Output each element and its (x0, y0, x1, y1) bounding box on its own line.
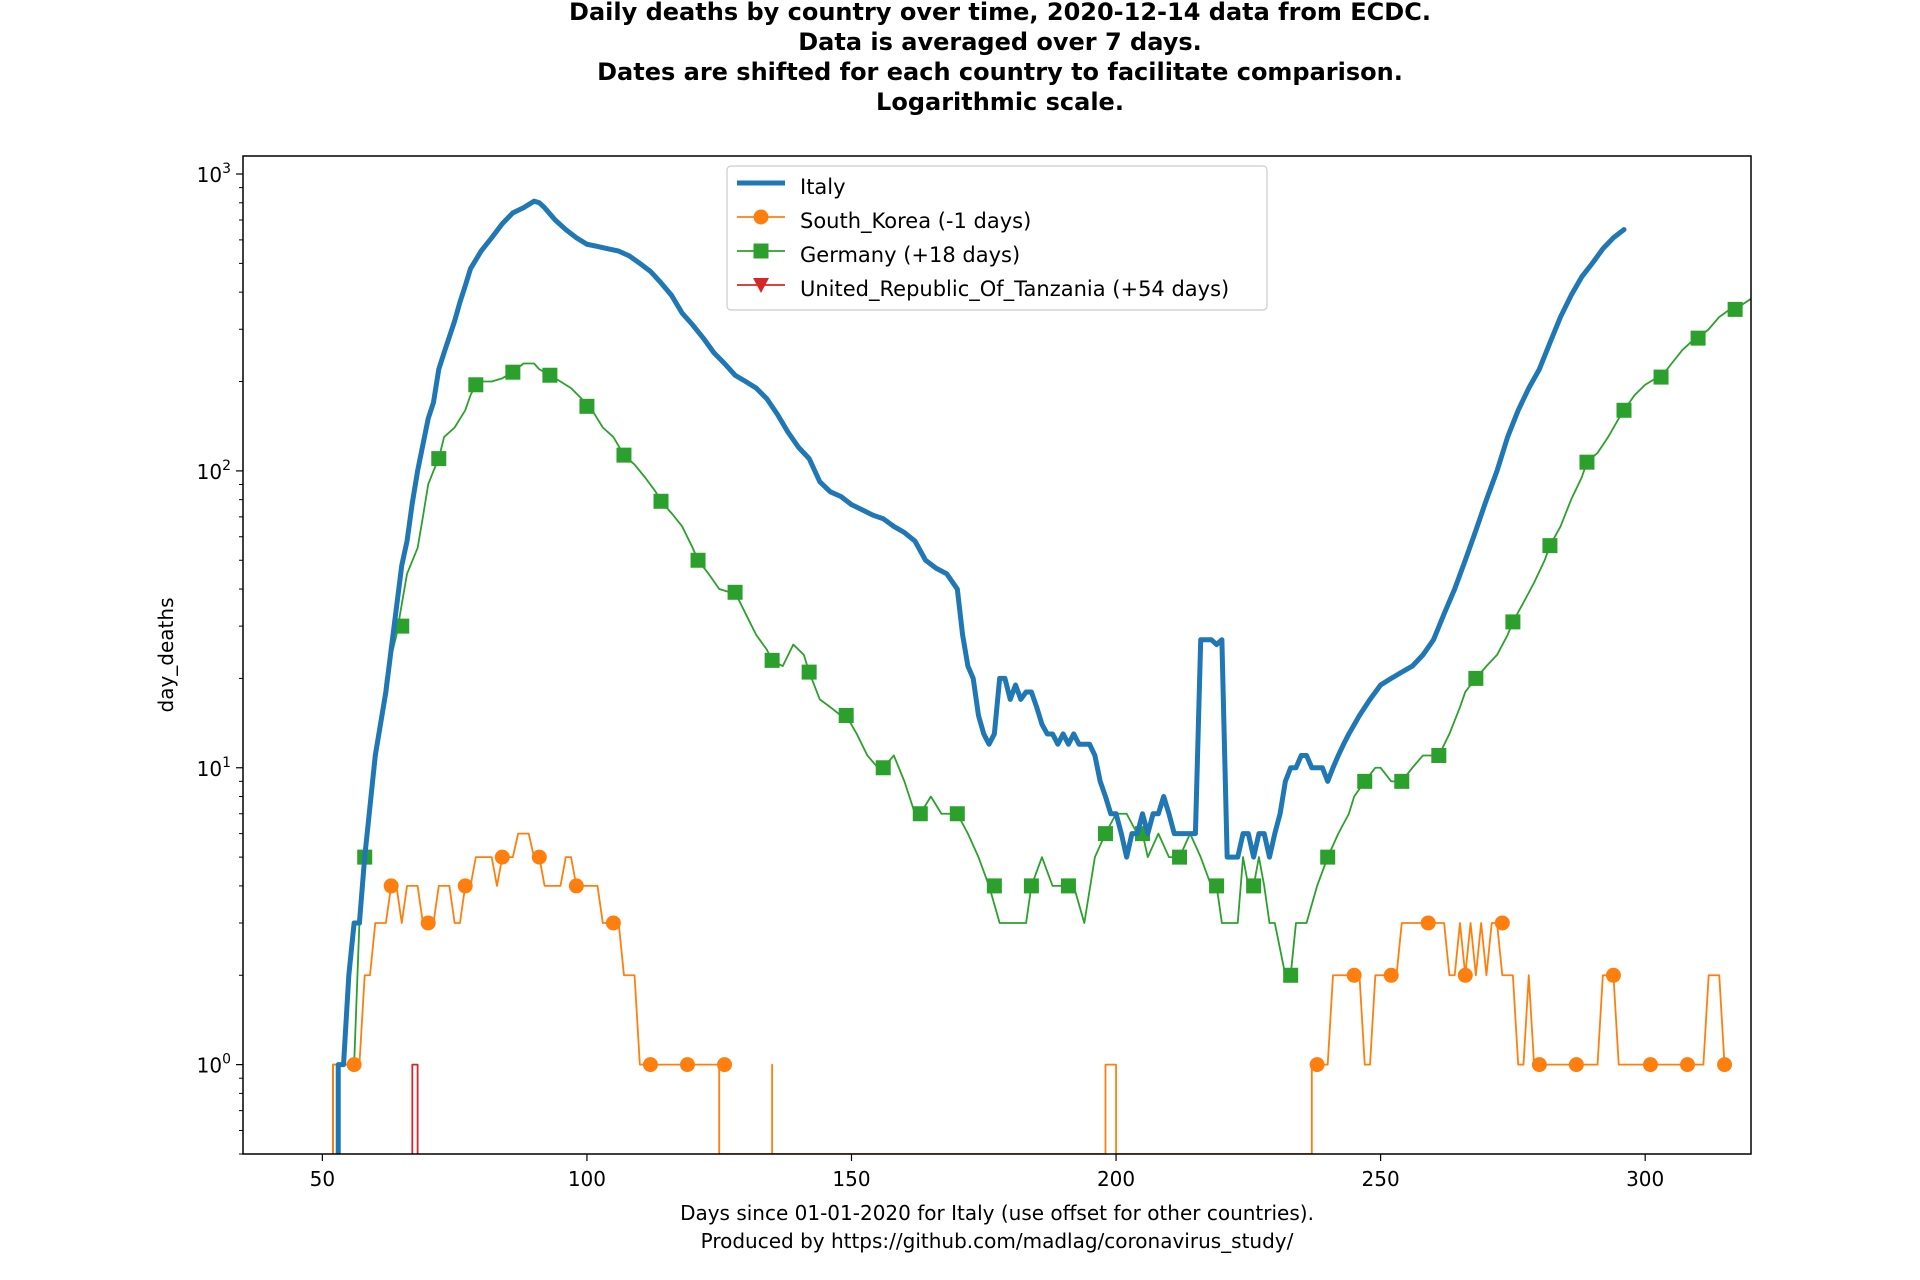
data-point-germany (1579, 454, 1595, 470)
legend-marker-south-korea (753, 209, 769, 225)
data-point-germany (1542, 538, 1558, 554)
data-point-germany (431, 451, 447, 467)
data-point-germany (912, 806, 928, 822)
legend-marker-germany (753, 243, 769, 259)
data-point-germany (579, 398, 595, 414)
data-point-south-korea (420, 915, 436, 931)
data-point-south-korea (1346, 967, 1362, 983)
series-united-republic-of-tanzania (411, 1063, 419, 1154)
data-point-germany (1616, 402, 1632, 418)
data-point-south-korea (605, 915, 621, 931)
data-point-germany (690, 552, 706, 568)
data-point-south-korea (1494, 915, 1510, 931)
series-italy (335, 198, 1627, 1154)
data-point-germany (1023, 878, 1039, 894)
x-tick-label-150: 150 (832, 1167, 870, 1191)
series-south-korea (332, 832, 1733, 1154)
data-point-south-korea (679, 1057, 695, 1073)
data-point-germany (727, 584, 743, 600)
data-point-germany (394, 618, 410, 634)
plot-frame (242, 155, 1752, 1155)
data-point-germany (949, 806, 965, 822)
x-axis: 50 100 150 200 250 300 (310, 1154, 1664, 1191)
data-point-south-korea (1680, 1057, 1696, 1073)
data-point-germany (1727, 301, 1743, 317)
title-line-3: Dates are shifted for each country to fa… (597, 58, 1403, 86)
data-point-germany (875, 760, 891, 776)
data-point-germany (1394, 773, 1410, 789)
data-point-germany (1060, 878, 1076, 894)
data-point-germany (1097, 826, 1113, 842)
x-tick-label-100: 100 (568, 1167, 606, 1191)
data-point-germany (1505, 614, 1521, 630)
data-point-south-korea (642, 1057, 658, 1073)
legend: Italy South_Korea (-1 days) Germany (+18… (726, 165, 1268, 311)
x-tick-label-250: 250 (1362, 1167, 1400, 1191)
data-point-germany (801, 664, 817, 680)
data-point-south-korea (568, 878, 584, 894)
title-line-1: Daily deaths by country over time, 2020-… (569, 0, 1431, 26)
data-point-germany (1690, 330, 1706, 346)
data-point-germany (1653, 369, 1669, 385)
data-point-south-korea (1531, 1057, 1547, 1073)
data-point-germany (1320, 849, 1336, 865)
title-line-2: Data is averaged over 7 days. (798, 28, 1202, 56)
x-tick-label-50: 50 (310, 1167, 335, 1191)
legend-label-tanzania: United_Republic_Of_Tanzania (+54 days) (800, 277, 1229, 302)
x-axis-label-line-2: Produced by https://github.com/madlag/co… (701, 1229, 1294, 1253)
data-point-germany (653, 493, 669, 509)
data-point-south-korea (1457, 967, 1473, 983)
y-axis: 100 101 102 103 (197, 161, 243, 1155)
legend-label-germany: Germany (+18 days) (800, 243, 1020, 267)
data-point-south-korea (1309, 1057, 1325, 1073)
legend-box (726, 165, 1268, 311)
y-tick-label-1: 101 (197, 755, 231, 781)
x-tick-label-200: 200 (1097, 1167, 1135, 1191)
data-point-south-korea (1642, 1057, 1658, 1073)
y-tick-label-2: 102 (197, 458, 231, 484)
data-point-south-korea (1383, 967, 1399, 983)
series-germany (332, 297, 1751, 1154)
data-point-south-korea (531, 849, 547, 865)
data-point-south-korea (383, 878, 399, 894)
data-point-south-korea (1717, 1057, 1733, 1073)
legend-label-south-korea: South_Korea (-1 days) (800, 209, 1031, 234)
data-point-germany (764, 652, 780, 668)
data-point-south-korea (1605, 967, 1621, 983)
data-point-germany (1431, 747, 1447, 763)
series-line-south-korea (332, 832, 1731, 1154)
series-layer (332, 198, 1751, 1154)
x-axis-label-line-1: Days since 01-01-2020 for Italy (use off… (680, 1201, 1314, 1225)
y-tick-label-0: 100 (197, 1052, 231, 1078)
x-tick-label-300: 300 (1626, 1167, 1664, 1191)
legend-marker-united-republic-of-tanzania (753, 278, 769, 293)
y-tick-label-3: 103 (197, 161, 231, 187)
data-point-germany (542, 367, 558, 383)
series-line-italy (335, 198, 1627, 1154)
series-line-united-republic-of-tanzania (411, 1063, 419, 1154)
data-point-germany (1357, 773, 1373, 789)
data-point-germany (1283, 967, 1299, 983)
data-point-germany (468, 377, 484, 393)
data-point-south-korea (1568, 1057, 1584, 1073)
data-point-germany (838, 707, 854, 723)
data-point-germany (986, 878, 1002, 894)
y-axis-label: day_deaths (154, 598, 178, 713)
data-point-south-korea (494, 849, 510, 865)
legend-label-italy: Italy (800, 175, 846, 199)
data-point-south-korea (457, 878, 473, 894)
data-point-south-korea (717, 1057, 733, 1073)
data-point-south-korea (1420, 915, 1436, 931)
data-point-south-korea (346, 1057, 362, 1073)
data-point-germany (1209, 878, 1225, 894)
data-point-germany (1246, 878, 1262, 894)
data-point-germany (1468, 670, 1484, 686)
chart-title: Daily deaths by country over time, 2020-… (569, 0, 1431, 116)
data-point-germany (505, 364, 521, 380)
data-point-germany (616, 447, 632, 463)
title-line-4: Logarithmic scale. (876, 88, 1124, 116)
data-point-germany (1172, 849, 1188, 865)
